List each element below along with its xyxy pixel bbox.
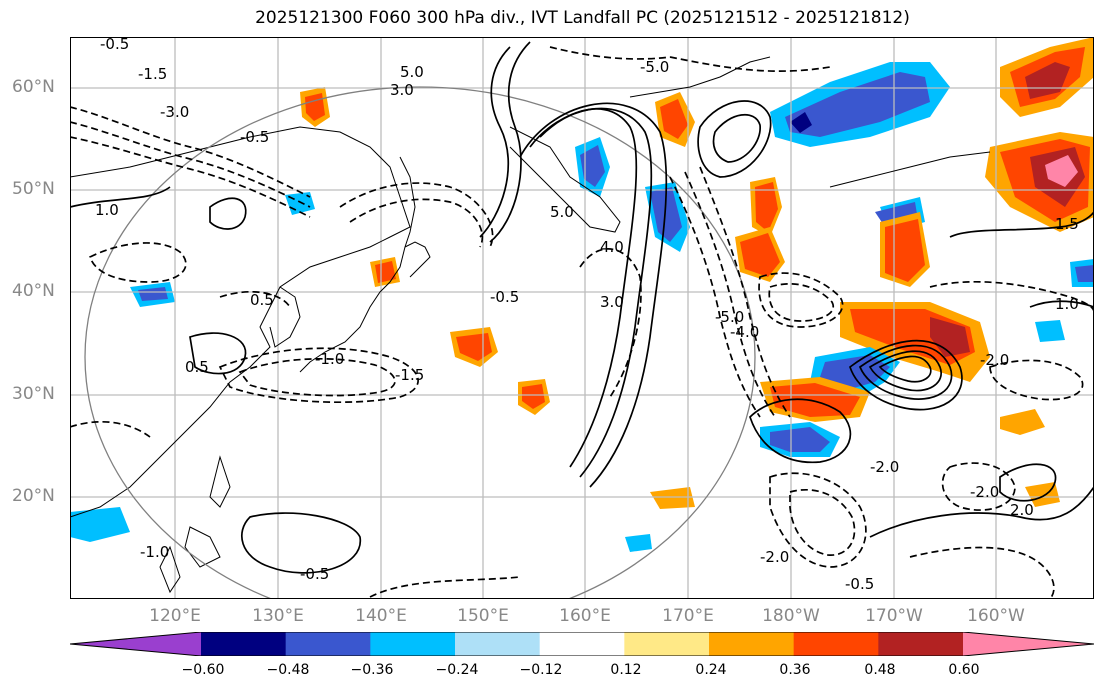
lat-label-40n: 40°N xyxy=(12,281,55,301)
colorbar-segment xyxy=(285,632,371,656)
positive-contours xyxy=(70,41,1094,574)
contour-label: -0.5 xyxy=(490,288,519,306)
colorbar-tick: 0.48 xyxy=(864,662,896,678)
colorbar-segment xyxy=(878,632,964,656)
map-panel: -0.5 -1.5 -3.0 1.0 0.5 -1.0 -1.5 -0.5 5.… xyxy=(70,37,1094,599)
colorbar-segment xyxy=(201,632,287,656)
colorbar-segment xyxy=(793,632,879,656)
colorbar-tick: −0.24 xyxy=(435,662,479,678)
lat-label-20n: 20°N xyxy=(12,486,55,506)
contour-label: -2.0 xyxy=(870,458,899,476)
contour-label: -1.0 xyxy=(140,543,169,561)
colorbar-tick: 0.60 xyxy=(948,662,980,678)
lon-label-170e: 170°E xyxy=(662,606,714,626)
contour-label: -0.5 xyxy=(845,575,874,593)
coastlines xyxy=(70,56,991,594)
contour-label: -1.0 xyxy=(315,350,344,368)
contour-label: 1.0 xyxy=(95,201,119,219)
lon-label-160w: 160°W xyxy=(967,606,1025,626)
contour-label: 1.0 xyxy=(1055,295,1079,313)
map-title: 2025121300 F060 300 hPa div., IVT Landfa… xyxy=(255,8,910,28)
contour-label: -2.0 xyxy=(760,548,789,566)
colorbar-segment xyxy=(624,632,710,656)
shading-layer xyxy=(70,37,1094,552)
contour-label: 5.0 xyxy=(400,63,424,81)
colorbar-tick: −0.36 xyxy=(350,662,394,678)
contour-label: -1.5 xyxy=(395,366,424,384)
contour-label: -4.0 xyxy=(730,323,759,341)
colorbar-segment xyxy=(370,632,456,656)
lon-label-150e: 150°E xyxy=(457,606,509,626)
colorbar-segment xyxy=(539,632,625,656)
contour-label: 3.0 xyxy=(390,81,414,99)
contour-label: -3.0 xyxy=(160,103,189,121)
map-frame xyxy=(70,37,1094,599)
colorbar-segment xyxy=(963,632,1094,656)
colorbar-tick: −0.60 xyxy=(181,662,225,678)
colorbar-segment xyxy=(709,632,795,656)
lon-label-160e: 160°E xyxy=(559,606,611,626)
lon-label-130e: 130°E xyxy=(252,606,304,626)
lon-label-120e: 120°E xyxy=(149,606,201,626)
colorbar-tick: 0.24 xyxy=(695,662,727,678)
colorbar-segment xyxy=(455,632,541,656)
colorbar-tick: 0.36 xyxy=(779,662,811,678)
contour-labels: -0.5 -1.5 -3.0 1.0 0.5 -1.0 -1.5 -0.5 5.… xyxy=(95,37,1079,593)
graticule xyxy=(70,37,1094,599)
contour-label: 5.0 xyxy=(550,203,574,221)
colorbar xyxy=(70,632,1094,656)
range-circle xyxy=(84,86,756,599)
contour-label: -1.5 xyxy=(138,65,167,83)
negative-contours xyxy=(70,46,1094,599)
colorbar-tick: −0.48 xyxy=(266,662,310,678)
contour-label: -5.0 xyxy=(715,308,744,326)
colorbar-tick: 0.12 xyxy=(610,662,642,678)
colorbar-tick: −0.12 xyxy=(519,662,563,678)
contour-label: -2.0 xyxy=(980,351,1009,369)
colorbar-segment xyxy=(70,632,201,656)
contour-label: -0.5 xyxy=(300,565,329,583)
lat-label-30n: 30°N xyxy=(12,384,55,404)
lat-label-50n: 50°N xyxy=(12,179,55,199)
lon-label-140e: 140°E xyxy=(355,606,407,626)
lon-label-170w: 170°W xyxy=(865,606,923,626)
contour-label: 0.5 xyxy=(185,358,209,376)
lon-label-180w: 180°W xyxy=(762,606,820,626)
contour-label: 2.0 xyxy=(1010,501,1034,519)
contour-label: -5.0 xyxy=(640,58,669,76)
contour-label: 1.5 xyxy=(1055,215,1079,233)
lat-label-60n: 60°N xyxy=(12,77,55,97)
contour-label: 3.0 xyxy=(600,293,624,311)
contour-label: 4.0 xyxy=(600,238,624,256)
contour-label: 0.5 xyxy=(250,291,274,309)
contour-label: -0.5 xyxy=(240,128,269,146)
contour-label: -0.5 xyxy=(100,37,129,53)
contour-label: -2.0 xyxy=(970,483,999,501)
